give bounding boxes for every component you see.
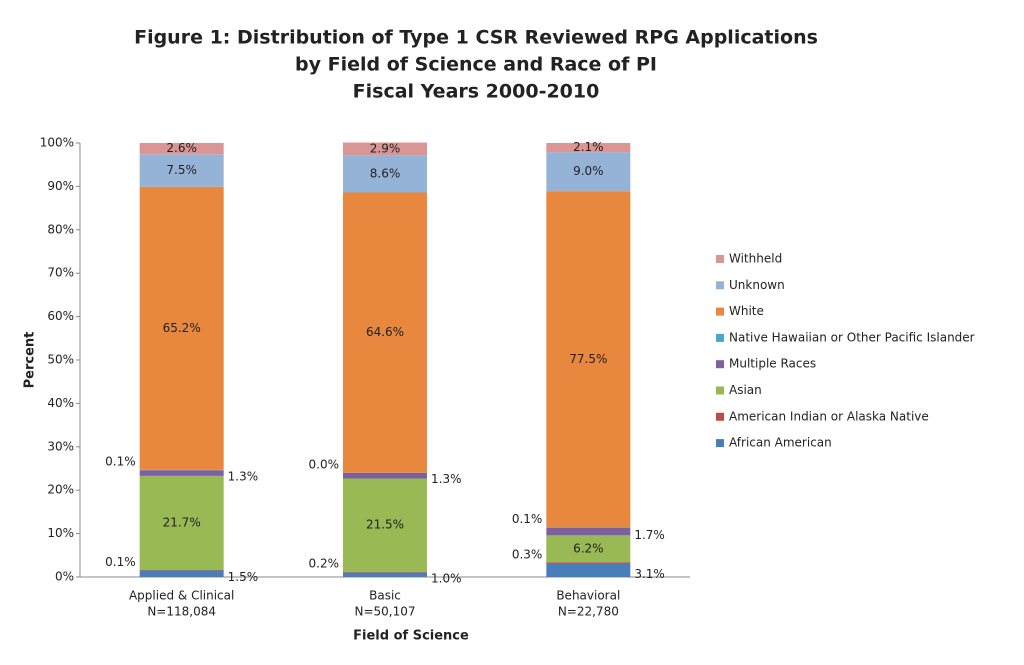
chart-title: Fiscal Years 2000-2010 [353, 81, 600, 103]
y-tick-label: 30% [47, 439, 74, 453]
legend-label: Unknown [729, 278, 785, 292]
data-label: 2.9% [370, 141, 401, 155]
data-label: 8.6% [370, 166, 401, 180]
legend-label: Native Hawaiian or Other Pacific Islande… [729, 330, 975, 344]
data-label: 2.1% [573, 140, 604, 154]
legend-swatch [716, 412, 724, 421]
chart-title: by Field of Science and Race of PI [295, 54, 657, 76]
x-tick-label: N=22,780 [558, 605, 619, 619]
bar-segment [546, 535, 631, 563]
data-label: 2.6% [166, 141, 197, 155]
bar-segment [343, 572, 427, 577]
data-label: 0.1% [105, 455, 136, 469]
y-tick-label: 70% [47, 266, 74, 280]
data-label: 1.7% [634, 528, 665, 542]
bar-segment [139, 154, 224, 187]
chart-title: Figure 1: Distribution of Type 1 CSR Rev… [134, 27, 818, 49]
y-tick-label: 80% [47, 222, 74, 236]
bar-segment [343, 155, 427, 193]
bar-segment [139, 186, 224, 470]
data-label: 0.3% [512, 547, 543, 561]
x-tick-label: N=118,084 [147, 605, 216, 619]
data-label: 0.0% [309, 457, 340, 471]
x-axis-title: Field of Science [353, 629, 469, 644]
x-tick-label: Applied & Clinical [129, 589, 234, 603]
legend-label: Withheld [729, 252, 782, 266]
data-label: 3.1% [634, 567, 665, 581]
y-tick-label: 60% [47, 309, 74, 323]
bar-segment [343, 472, 427, 479]
data-label: 1.3% [228, 470, 259, 484]
y-tick-label: 100% [40, 136, 74, 150]
data-label: 64.6% [366, 325, 404, 339]
data-label: 0.1% [105, 555, 136, 569]
data-label: 1.3% [431, 472, 462, 486]
y-tick-label: 20% [47, 483, 74, 497]
legend-swatch [716, 333, 724, 342]
bar-segment [139, 475, 224, 571]
legend-swatch [716, 386, 724, 395]
y-axis-title: Percent [23, 332, 38, 389]
data-label: 77.5% [569, 352, 607, 366]
bar-segment [546, 527, 631, 536]
y-tick-label: 40% [47, 396, 74, 410]
legend-label: Multiple Races [729, 357, 816, 371]
legend-swatch [716, 255, 724, 263]
data-label: 65.2% [163, 321, 201, 335]
y-tick-label: 90% [47, 179, 74, 193]
bar-segment [546, 562, 631, 564]
data-label: 6.2% [573, 541, 604, 555]
data-label: 0.2% [309, 557, 340, 571]
legend-label: American Indian or Alaska Native [729, 409, 929, 423]
bar-segment [546, 152, 631, 192]
bar-segment [139, 570, 224, 577]
data-label: 21.7% [163, 515, 201, 529]
y-tick-label: 50% [47, 353, 74, 367]
bar-segment [343, 478, 427, 572]
legend-swatch [716, 307, 724, 316]
bar-segment [343, 192, 427, 473]
data-label: 21.5% [366, 518, 404, 532]
legend-swatch [716, 439, 724, 448]
y-tick-label: 10% [47, 526, 74, 540]
x-tick-label: Basic [369, 589, 401, 603]
bar-segment [343, 571, 427, 573]
bar-segment [546, 563, 631, 577]
x-tick-label: Behavioral [556, 589, 620, 603]
bar-segment [139, 143, 224, 155]
bar-segment [343, 142, 427, 156]
bar-segment [139, 470, 224, 476]
data-label: 9.0% [573, 164, 604, 178]
legend-label: Asian [729, 383, 762, 397]
legend-swatch [716, 281, 724, 290]
data-label: 7.5% [166, 163, 197, 177]
legend-label: African American [729, 436, 832, 450]
legend-swatch [716, 360, 724, 369]
data-label: 1.0% [431, 571, 462, 585]
y-tick-label: 0% [55, 570, 74, 584]
bar-segment [546, 191, 631, 528]
data-label: 0.1% [512, 512, 543, 526]
legend-label: White [729, 304, 764, 318]
data-label: 1.5% [228, 570, 259, 584]
bar-segment [546, 143, 631, 153]
x-tick-label: N=50,107 [354, 605, 415, 619]
